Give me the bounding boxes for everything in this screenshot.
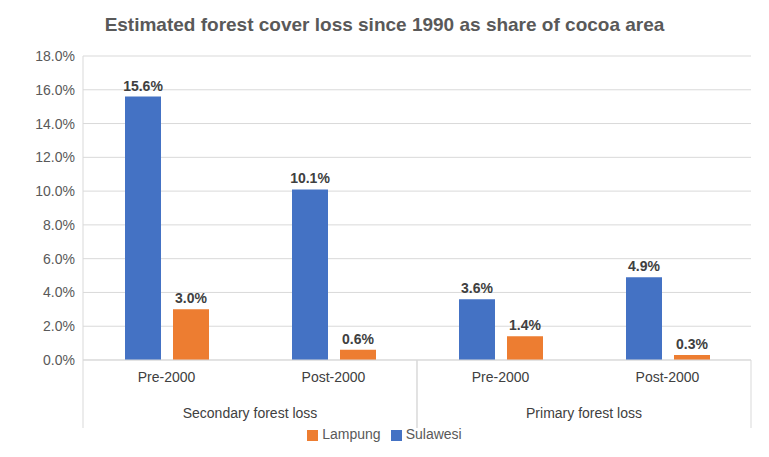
svg-text:0.3%: 0.3% <box>676 336 708 352</box>
svg-text:Secondary forest loss: Secondary forest loss <box>183 405 318 421</box>
svg-text:4.9%: 4.9% <box>628 258 660 274</box>
svg-text:3.6%: 3.6% <box>461 280 493 296</box>
svg-text:10.0%: 10.0% <box>35 183 75 199</box>
svg-text:0.6%: 0.6% <box>342 331 374 347</box>
svg-text:Pre-2000: Pre-2000 <box>138 369 196 385</box>
svg-text:15.6%: 15.6% <box>123 78 163 94</box>
svg-text:Post-2000: Post-2000 <box>302 369 366 385</box>
svg-text:Pre-2000: Pre-2000 <box>472 369 530 385</box>
svg-text:1.4%: 1.4% <box>509 317 541 333</box>
svg-text:6.0%: 6.0% <box>43 251 75 267</box>
svg-text:10.1%: 10.1% <box>290 170 330 186</box>
svg-text:2.0%: 2.0% <box>43 318 75 334</box>
svg-text:8.0%: 8.0% <box>43 217 75 233</box>
svg-text:Primary forest loss: Primary forest loss <box>526 405 642 421</box>
svg-text:3.0%: 3.0% <box>175 290 207 306</box>
svg-text:18.0%: 18.0% <box>35 48 75 64</box>
svg-text:12.0%: 12.0% <box>35 149 75 165</box>
svg-text:4.0%: 4.0% <box>43 284 75 300</box>
svg-text:14.0%: 14.0% <box>35 116 75 132</box>
html-text:Lampung: Lampung <box>322 426 381 442</box>
svg-text:16.0%: 16.0% <box>35 82 75 98</box>
html-text:Estimated forest cover loss si: Estimated forest cover loss since 1990 a… <box>104 14 665 35</box>
svg-text:Post-2000: Post-2000 <box>636 369 700 385</box>
svg-text:0.0%: 0.0% <box>43 352 75 368</box>
html-text:Sulawesi: Sulawesi <box>405 426 462 442</box>
